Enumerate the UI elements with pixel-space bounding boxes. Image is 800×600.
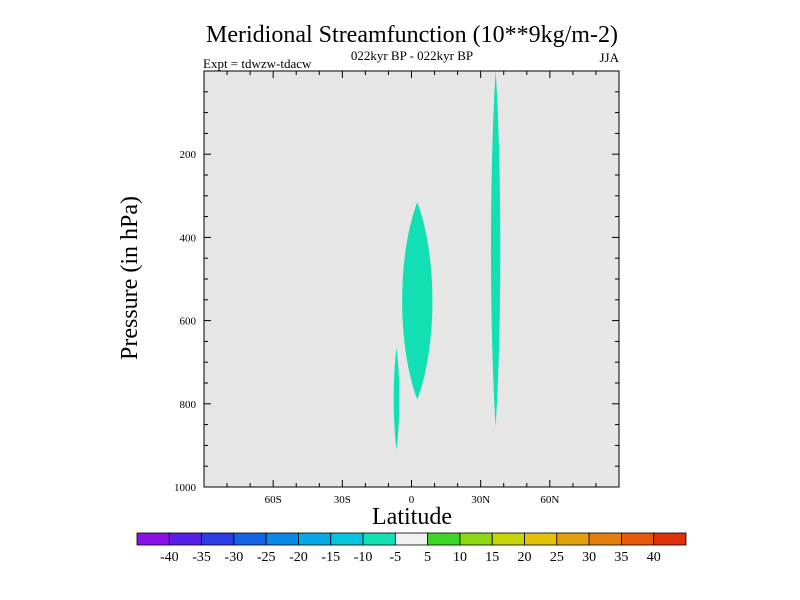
colorbar-label: -15 xyxy=(321,550,340,565)
x-axis-label: Latitude xyxy=(372,504,452,530)
colorbar-swatch xyxy=(168,532,202,546)
colorbar-label: -35 xyxy=(192,550,211,565)
x-tick-label: 30N xyxy=(471,494,490,506)
chart-title: Meridional Streamfunction (10**9kg/m-2) xyxy=(206,22,618,48)
colorbar-swatch xyxy=(265,532,299,546)
colorbar-swatch xyxy=(394,532,429,546)
colorbar-swatch xyxy=(588,532,622,546)
y-tick-label: 1000 xyxy=(174,482,197,494)
chart-subtitle-right: JJA xyxy=(599,50,619,65)
colorbar-swatch xyxy=(524,532,558,546)
colorbar-label: -5 xyxy=(390,550,402,565)
axis-ticks: 60S 30S 0 30N 60N 200 400 600 800 1000 xyxy=(174,71,619,506)
x-tick-label: 0 xyxy=(409,494,415,506)
colorbar: -40 -35 -30 -25 -20 -15 -10 -5 5 10 15 20 25 30 35 40 xyxy=(136,532,687,565)
colorbar-label: -25 xyxy=(257,550,276,565)
colorbar-label: -40 xyxy=(160,550,179,565)
x-tick-label: 60S xyxy=(265,494,282,506)
colorbar-swatch xyxy=(362,532,396,546)
chart-subtitle-center: 022kyr BP - 022kyr BP xyxy=(351,48,473,63)
y-tick-label: 200 xyxy=(180,149,197,161)
contour-region-1 xyxy=(393,347,400,450)
colorbar-label: 25 xyxy=(550,550,564,565)
colorbar-swatch xyxy=(201,532,235,546)
colorbar-swatch xyxy=(621,532,655,546)
colorbar-swatch xyxy=(653,532,687,546)
y-tick-label: 400 xyxy=(180,232,197,244)
colorbar-label: -30 xyxy=(225,550,244,565)
colorbar-label: -10 xyxy=(354,550,373,565)
colorbar-swatch xyxy=(233,532,267,546)
chart-subtitle-left: Expt = tdwzw-tdacw xyxy=(203,56,312,71)
colorbar-label: 30 xyxy=(582,550,596,565)
y-tick-label: 800 xyxy=(180,399,197,411)
colorbar-label: 10 xyxy=(453,550,467,565)
colorbar-swatch xyxy=(427,532,461,546)
colorbar-label: 35 xyxy=(614,550,628,565)
contour-region-2 xyxy=(402,202,433,400)
colorbar-swatch xyxy=(459,532,493,546)
contour-regions xyxy=(393,71,501,450)
colorbar-label: 15 xyxy=(485,550,499,565)
colorbar-label: 40 xyxy=(647,550,661,565)
colorbar-swatch xyxy=(136,532,170,546)
colorbar-label: 20 xyxy=(518,550,532,565)
contour-region-3 xyxy=(490,71,501,427)
colorbar-swatch xyxy=(491,532,525,546)
x-tick-label: 60N xyxy=(540,494,559,506)
colorbar-swatch xyxy=(330,532,364,546)
y-axis-label: Pressure (in hPa) xyxy=(117,196,143,360)
colorbar-swatch xyxy=(556,532,590,546)
y-tick-label: 600 xyxy=(180,316,197,328)
colorbar-swatch xyxy=(298,532,332,546)
x-tick-label: 30S xyxy=(334,494,351,506)
colorbar-label: -20 xyxy=(289,550,308,565)
colorbar-label: 5 xyxy=(424,550,431,565)
